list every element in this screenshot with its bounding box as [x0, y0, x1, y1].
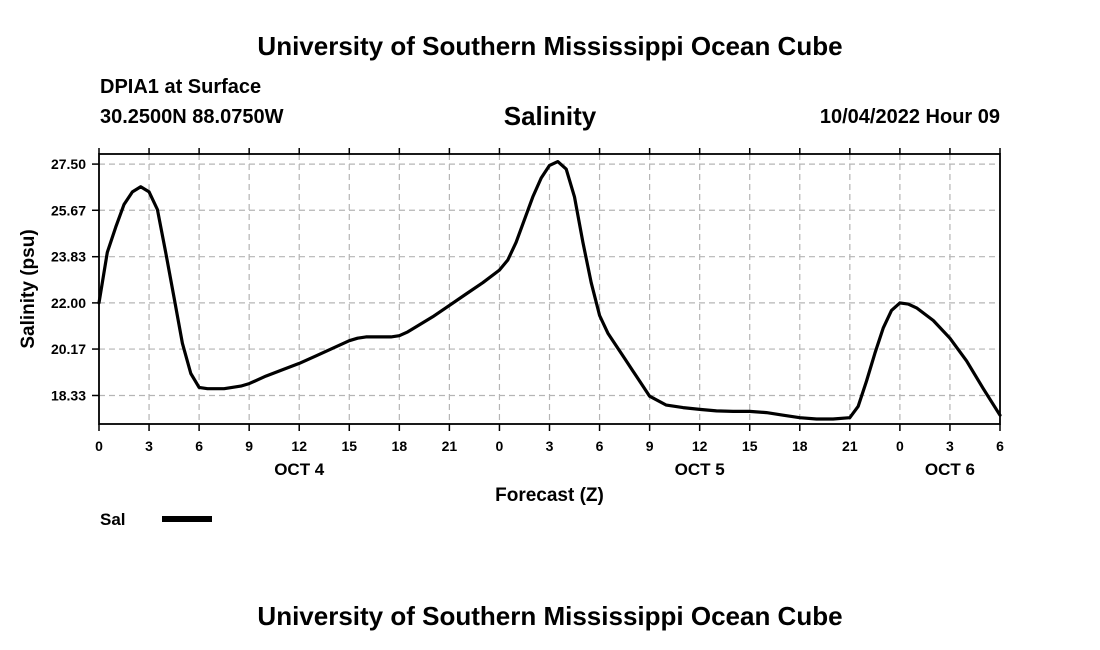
x-tick-label: 21	[842, 438, 858, 454]
y-tick-label: 27.50	[51, 156, 86, 172]
x-tick-label: 3	[546, 438, 554, 454]
station-label: DPIA1 at Surface	[100, 76, 262, 98]
label-layer: 0 3 6 9 12 15 18 21 0 3 6 9 12 15 18 21 0 3 6 18.33 20.17 22.…	[18, 156, 1004, 506]
x-tick-label: 18	[792, 438, 808, 454]
footer-title: University of Southern Mississippi Ocean…	[257, 601, 843, 631]
variable-title: Salinity	[503, 101, 597, 131]
station-coords: 30.2500N 88.0750W	[100, 106, 284, 128]
x-tick-label: 18	[392, 438, 408, 454]
x-tick-label: 15	[742, 438, 758, 454]
y-tick-label: 23.83	[51, 249, 86, 265]
x-date-label: OCT 6	[925, 460, 975, 479]
legend-line-swatch	[162, 516, 212, 522]
x-date-label: OCT 5	[675, 460, 725, 479]
x-tick-label: 12	[291, 438, 307, 454]
x-tick-label: 6	[996, 438, 1004, 454]
x-tick-label: 3	[145, 438, 153, 454]
x-tick-label: 0	[95, 438, 103, 454]
y-tick-label: 20.17	[51, 341, 86, 357]
forecast-datetime: 10/04/2022 Hour 09	[819, 106, 1000, 128]
chart-main-title: University of Southern Mississippi Ocean…	[257, 31, 843, 61]
x-tick-label: 6	[596, 438, 604, 454]
x-axis-title: Forecast (Z)	[495, 485, 604, 506]
x-tick-label: 0	[896, 438, 904, 454]
grid-layer	[99, 154, 1000, 424]
x-tick-label: 21	[442, 438, 458, 454]
y-tick-label: 18.33	[51, 387, 86, 403]
x-tick-label: 3	[946, 438, 954, 454]
series-line-sal	[97, 160, 1002, 421]
legend-label: Sal	[100, 510, 126, 529]
axis-layer	[92, 148, 1001, 431]
x-tick-label: 0	[496, 438, 504, 454]
x-date-label: OCT 4	[274, 460, 325, 479]
x-tick-label: 15	[341, 438, 357, 454]
y-tick-label: 25.67	[51, 202, 86, 218]
series-layer	[97, 160, 1002, 421]
y-axis-title: Salinity (psu)	[18, 229, 39, 348]
x-tick-label: 12	[692, 438, 708, 454]
x-tick-label: 9	[245, 438, 253, 454]
x-tick-label: 6	[195, 438, 203, 454]
x-tick-label: 9	[646, 438, 654, 454]
y-tick-label: 22.00	[51, 295, 86, 311]
